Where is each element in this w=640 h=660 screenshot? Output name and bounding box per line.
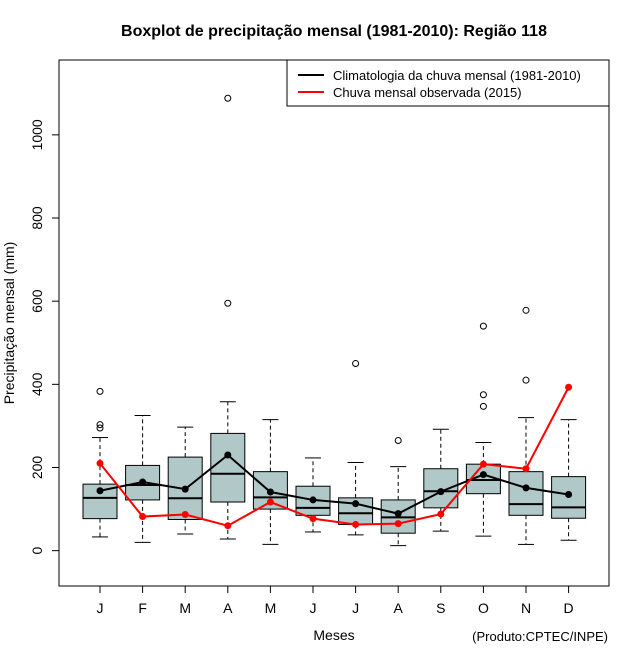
y-axis-label: Precipitação mensal (mm) — [1, 242, 17, 405]
legend-box — [286, 59, 610, 107]
x-tick-label: J — [97, 600, 104, 616]
series-point — [437, 488, 445, 496]
y-tick-label: 600 — [29, 289, 45, 313]
x-tick-label: A — [223, 600, 233, 616]
credit-text: (Produto:CPTEC/INPE) — [472, 629, 608, 644]
outlier-point — [96, 424, 104, 432]
x-tick-label: J — [310, 600, 317, 616]
outlier-point — [224, 299, 232, 307]
y-tick-label: 0 — [29, 547, 45, 555]
series-lines — [96, 383, 573, 530]
series-point — [96, 459, 104, 467]
outlier-point — [224, 94, 232, 102]
x-tick-label: M — [179, 600, 191, 616]
outlier-point — [352, 360, 360, 368]
series-point — [139, 478, 147, 486]
outlier-point — [479, 322, 487, 330]
x-tick-label: F — [138, 600, 147, 616]
series-observed-2015 — [96, 383, 573, 530]
series-point — [437, 510, 445, 518]
x-axis-label: Meses — [313, 627, 354, 643]
legend: Climatologia da chuva mensal (1981-2010)… — [286, 59, 610, 107]
y-axis: 0 200 400 600 800 1000 — [29, 119, 60, 555]
series-point — [394, 520, 402, 528]
x-tick-label: S — [436, 600, 445, 616]
x-tick-label: J — [352, 600, 359, 616]
box-iqr — [210, 432, 246, 503]
series-point — [479, 460, 487, 468]
series-point — [224, 522, 232, 530]
x-tick-label: D — [564, 600, 574, 616]
y-tick-label: 1000 — [29, 119, 45, 150]
series-point — [522, 484, 530, 492]
series-point — [522, 465, 530, 473]
chart-title: Boxplot de precipitação mensal (1981-201… — [121, 23, 547, 40]
x-tick-label: O — [478, 600, 489, 616]
legend-label-2: Chuva mensal observada (2015) — [333, 85, 522, 100]
series-point — [96, 487, 104, 495]
y-tick-label: 400 — [29, 372, 45, 396]
series-point — [352, 520, 360, 528]
outlier-point — [394, 436, 402, 444]
series-point — [394, 510, 402, 518]
y-tick-label: 800 — [29, 206, 45, 230]
series-point — [181, 510, 189, 518]
series-point — [565, 491, 573, 499]
outlier-point — [96, 421, 104, 429]
outlier-point — [522, 306, 530, 314]
x-tick-label: N — [521, 600, 531, 616]
series-point — [266, 488, 274, 496]
legend-label-1: Climatologia da chuva mensal (1981-2010) — [333, 68, 581, 83]
series-point — [479, 471, 487, 479]
outlier-point — [96, 387, 104, 395]
series-point — [139, 513, 147, 521]
series-point — [266, 498, 274, 506]
y-tick-label: 200 — [29, 456, 45, 480]
series-point — [309, 496, 317, 504]
series-point — [565, 383, 573, 391]
series-point — [224, 451, 232, 459]
series-point — [352, 500, 360, 508]
outlier-point — [479, 391, 487, 399]
series-point — [181, 485, 189, 493]
outlier-point — [479, 402, 487, 410]
box-iqr — [508, 471, 544, 516]
series-line — [99, 386, 570, 527]
outlier-point — [522, 376, 530, 384]
series-point — [309, 515, 317, 523]
series-line — [99, 453, 569, 515]
x-tick-label: M — [265, 600, 277, 616]
x-tick-label: A — [394, 600, 404, 616]
box-A — [210, 94, 246, 540]
series-climatology — [96, 451, 573, 518]
